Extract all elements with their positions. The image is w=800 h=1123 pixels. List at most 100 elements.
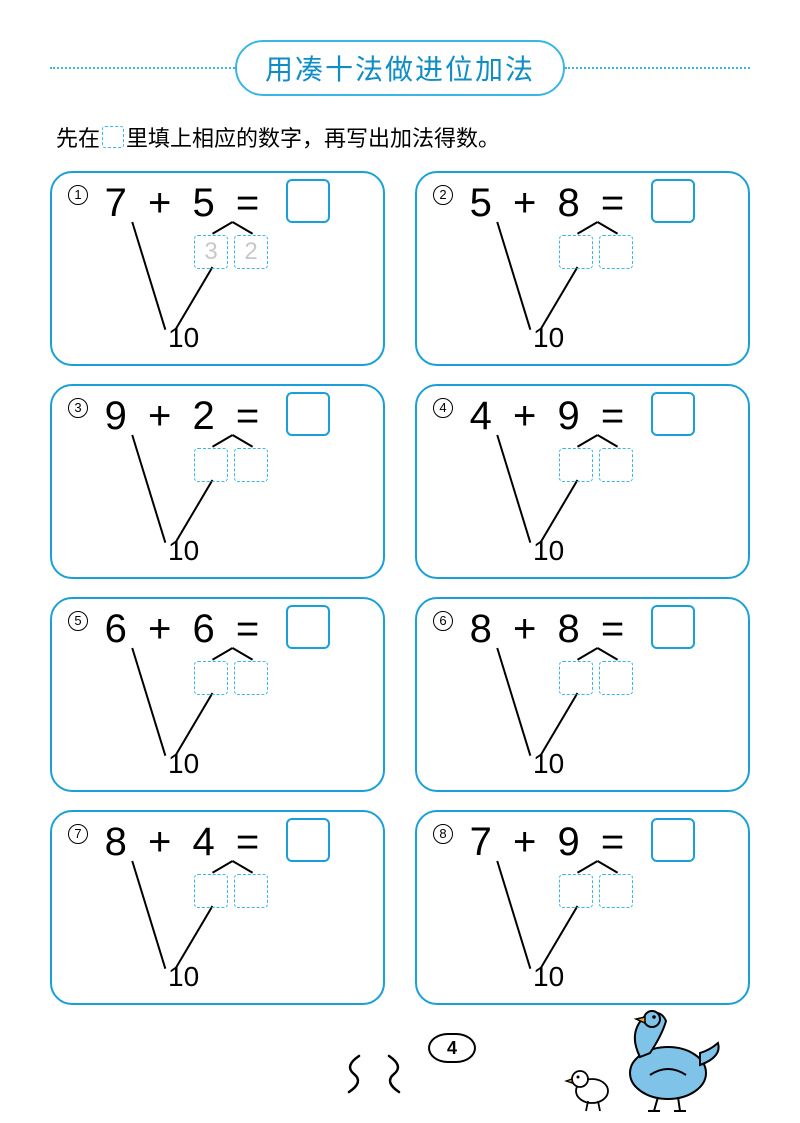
problem-card: 5 6 + 6 = 10 <box>50 597 385 792</box>
expression: 4 + 9 = <box>417 394 748 440</box>
plus-sign: + <box>513 394 538 438</box>
plus-sign: + <box>513 607 538 651</box>
split-boxes <box>559 874 633 908</box>
operand-b: 8 <box>558 607 582 651</box>
operand-b: 4 <box>193 820 217 864</box>
title-dots-left <box>50 67 235 69</box>
split-boxes <box>194 661 268 695</box>
operand-a: 5 <box>470 181 494 225</box>
plus-sign: + <box>148 394 173 438</box>
ten-label: 10 <box>533 748 564 780</box>
operand-a: 7 <box>105 181 129 225</box>
page-title: 用凑十法做进位加法 <box>235 40 565 96</box>
operand-a: 8 <box>470 607 494 651</box>
split-boxes <box>559 661 633 695</box>
ten-label: 10 <box>168 322 199 354</box>
split-box-2[interactable] <box>599 874 633 908</box>
problem-card: 8 7 + 9 = 10 <box>415 810 750 1005</box>
answer-box[interactable] <box>286 605 330 649</box>
equals-sign: = <box>601 181 626 225</box>
ten-label: 10 <box>168 748 199 780</box>
problem-card: 2 5 + 8 = 10 <box>415 171 750 366</box>
ten-label: 10 <box>168 535 199 567</box>
answer-box[interactable] <box>286 818 330 862</box>
operand-b: 9 <box>558 820 582 864</box>
split-box-2[interactable] <box>599 235 633 269</box>
split-boxes <box>194 874 268 908</box>
operand-a: 6 <box>105 607 129 651</box>
plus-sign: + <box>148 607 173 651</box>
problem-card: 6 8 + 8 = 10 <box>415 597 750 792</box>
plus-sign: + <box>513 820 538 864</box>
expression: 9 + 2 = <box>52 394 383 440</box>
operand-b: 2 <box>193 394 217 438</box>
ten-label: 10 <box>533 961 564 993</box>
split-box-1[interactable]: 3 <box>194 235 228 269</box>
problem-card: 7 8 + 4 = 10 <box>50 810 385 1005</box>
split-box-1[interactable] <box>194 448 228 482</box>
instruction-before: 先在 <box>56 121 100 153</box>
expression: 7 + 9 = <box>417 820 748 866</box>
instruction-after: 里填上相应的数字，再写出加法得数。 <box>126 121 500 153</box>
split-box-1[interactable] <box>559 874 593 908</box>
operand-a: 4 <box>470 394 494 438</box>
equals-sign: = <box>236 181 261 225</box>
operand-b: 5 <box>193 181 217 225</box>
split-box-2[interactable] <box>599 448 633 482</box>
plus-sign: + <box>148 181 173 225</box>
problem-card: 4 4 + 9 = 10 <box>415 384 750 579</box>
equals-sign: = <box>601 394 626 438</box>
instruction-text: 先在 里填上相应的数字，再写出加法得数。 <box>56 121 750 153</box>
equals-sign: = <box>601 607 626 651</box>
expression: 7 + 5 = <box>52 181 383 227</box>
equals-sign: = <box>236 820 261 864</box>
answer-box[interactable] <box>286 179 330 223</box>
split-boxes <box>194 448 268 482</box>
split-boxes: 3 2 <box>194 235 268 269</box>
equals-sign: = <box>236 607 261 651</box>
plus-sign: + <box>513 181 538 225</box>
ten-label: 10 <box>533 535 564 567</box>
operand-b: 8 <box>558 181 582 225</box>
split-box-1[interactable] <box>559 235 593 269</box>
operand-b: 9 <box>558 394 582 438</box>
operand-b: 6 <box>193 607 217 651</box>
plus-sign: + <box>148 820 173 864</box>
split-box-2[interactable] <box>234 448 268 482</box>
ten-label: 10 <box>533 322 564 354</box>
problems-grid: 1 7 + 5 = 3 2 10 2 5 + 8 = <box>50 171 750 1005</box>
split-boxes <box>559 235 633 269</box>
ten-label: 10 <box>168 961 199 993</box>
equals-sign: = <box>236 394 261 438</box>
split-box-2[interactable]: 2 <box>234 235 268 269</box>
split-box-1[interactable] <box>559 661 593 695</box>
operand-a: 9 <box>105 394 129 438</box>
instruction-inline-box-icon <box>102 126 124 148</box>
problem-card: 3 9 + 2 = 10 <box>50 384 385 579</box>
expression: 8 + 4 = <box>52 820 383 866</box>
expression: 8 + 8 = <box>417 607 748 653</box>
split-box-2[interactable] <box>599 661 633 695</box>
problem-card: 1 7 + 5 = 3 2 10 <box>50 171 385 366</box>
equals-sign: = <box>601 820 626 864</box>
page-number: 4 <box>428 1033 476 1063</box>
operand-a: 7 <box>470 820 494 864</box>
goose-decoration-icon <box>550 995 730 1115</box>
split-box-1[interactable] <box>559 448 593 482</box>
split-box-2[interactable] <box>234 661 268 695</box>
answer-box[interactable] <box>651 818 695 862</box>
answer-box[interactable] <box>651 179 695 223</box>
answer-box[interactable] <box>651 605 695 649</box>
split-box-1[interactable] <box>194 874 228 908</box>
answer-box[interactable] <box>651 392 695 436</box>
split-boxes <box>559 448 633 482</box>
operand-a: 8 <box>105 820 129 864</box>
title-dots-right <box>565 67 750 69</box>
expression: 5 + 8 = <box>417 181 748 227</box>
footer-squiggle-icon <box>324 1044 424 1104</box>
expression: 6 + 6 = <box>52 607 383 653</box>
title-row: 用凑十法做进位加法 <box>50 40 750 96</box>
split-box-1[interactable] <box>194 661 228 695</box>
split-box-2[interactable] <box>234 874 268 908</box>
answer-box[interactable] <box>286 392 330 436</box>
